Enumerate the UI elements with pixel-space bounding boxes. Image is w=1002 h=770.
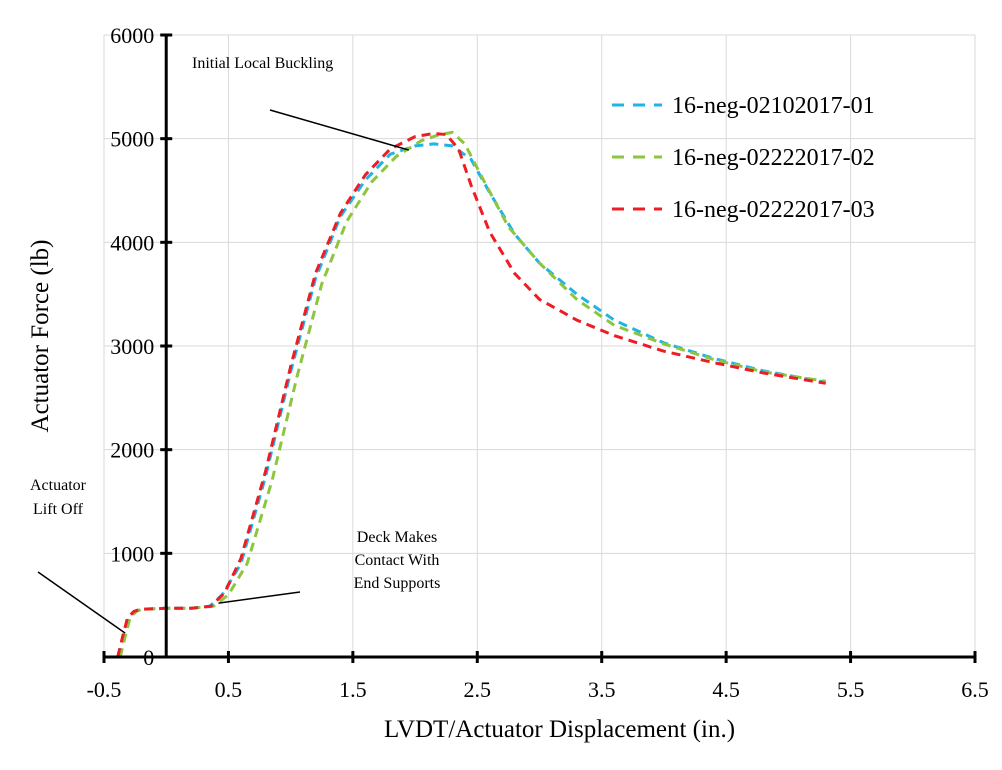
y-tick-label: 0: [143, 645, 154, 670]
legend-item-1: 16-neg-02102017-01: [612, 93, 875, 119]
annotation-2: Actuator Lift Off: [30, 477, 126, 634]
x-axis-title: LVDT/Actuator Displacement (in.): [384, 716, 735, 743]
x-tick-label: 0.5: [215, 677, 243, 702]
x-tick-label: 6.5: [961, 677, 989, 702]
annotation-line: Lift Off: [33, 501, 84, 518]
legend: 16-neg-02102017-01 16-neg-02222017-02 16-n…: [612, 93, 875, 223]
x-tick-labels: -0.5 0.5 1.5 2.5 3.5 4.5 5.5 6.5: [87, 677, 989, 702]
legend-label: 16-neg-02222017-02: [672, 145, 875, 171]
x-tick-label: 3.5: [588, 677, 616, 702]
y-tick-labels: 0 1000 2000 3000 4000 5000 6000: [110, 23, 154, 670]
series-line-2: [118, 130, 826, 658]
x-tick-label: -0.5: [87, 677, 122, 702]
annotation-leader: [269, 109, 410, 151]
annotation-leader: [218, 591, 301, 604]
legend-label: 16-neg-02222017-03: [672, 197, 875, 223]
x-tick-label: 1.5: [339, 677, 367, 702]
y-tick-label: 5000: [110, 127, 154, 152]
y-tick-label: 6000: [110, 23, 154, 48]
x-tick-label: 2.5: [464, 677, 492, 702]
x-tick-label: 5.5: [837, 677, 865, 702]
legend-label: 16-neg-02102017-01: [672, 93, 875, 119]
series-line-3: [116, 132, 826, 658]
annotation-line: Deck Makes: [357, 529, 437, 546]
legend-item-3: 16-neg-02222017-03: [612, 197, 875, 223]
axes: [102, 33, 977, 663]
x-tick-label: 4.5: [712, 677, 740, 702]
y-tick-label: 4000: [110, 230, 154, 255]
annotation-line: Actuator: [30, 477, 87, 494]
annotation-text: Deck Makes Contact With End Supports: [354, 529, 441, 592]
annotation-line: End Supports: [354, 575, 441, 592]
annotation-text: Actuator Lift Off: [30, 477, 87, 518]
annotations: Initial Local Buckling Actuator Lift Off De…: [30, 55, 441, 634]
grid: [103, 34, 976, 658]
series-lines: [116, 130, 826, 658]
y-axis-title: Actuator Force (lb): [27, 240, 54, 433]
y-tick-label: 1000: [110, 541, 154, 566]
annotation-1: Initial Local Buckling: [192, 55, 410, 151]
annotation-text: Initial Local Buckling: [192, 55, 333, 72]
annotation-leader: [37, 571, 126, 634]
annotation-3: Deck Makes Contact With End Supports: [218, 529, 441, 604]
annotation-line: Initial Local Buckling: [192, 55, 333, 72]
legend-item-2: 16-neg-02222017-02: [612, 145, 875, 171]
annotation-line: Contact With: [355, 552, 440, 569]
y-tick-label: 3000: [110, 334, 154, 359]
y-tick-label: 2000: [110, 438, 154, 463]
